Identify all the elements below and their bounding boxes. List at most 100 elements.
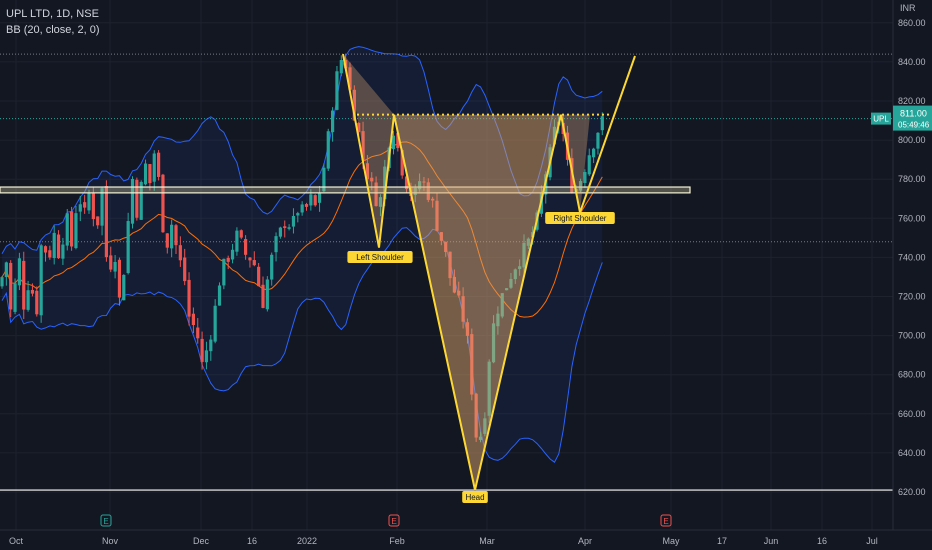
candle[interactable] [339,60,343,74]
candle[interactable] [587,155,591,175]
candle[interactable] [122,274,126,301]
candle[interactable] [213,305,217,342]
earnings-marker[interactable] [100,514,112,527]
candle[interactable] [248,257,252,261]
candle[interactable] [374,182,378,207]
candle[interactable] [404,176,409,190]
candle[interactable] [235,230,239,252]
candle[interactable] [230,249,235,260]
candle[interactable] [22,260,26,310]
candle[interactable] [335,71,339,110]
symbol-title[interactable]: UPL LTD, 1D, NSE [6,8,99,20]
candle[interactable] [200,338,204,362]
candle[interactable] [87,192,91,211]
candle[interactable] [361,131,365,161]
earnings-marker[interactable] [660,514,672,527]
candle[interactable] [43,246,48,253]
candle[interactable] [304,204,309,207]
candle[interactable] [9,262,13,310]
candle[interactable] [35,290,39,315]
candle[interactable] [322,167,326,192]
candle[interactable] [209,339,213,352]
candle[interactable] [244,239,248,255]
candle[interactable] [309,194,313,206]
candle[interactable] [17,258,21,286]
candle[interactable] [296,213,300,216]
candle[interactable] [300,204,304,213]
candle[interactable] [196,327,200,339]
candle[interactable] [91,193,95,220]
candle[interactable] [152,153,156,182]
candle[interactable] [596,132,600,149]
candle[interactable] [578,181,583,191]
candle[interactable] [26,290,30,310]
candle[interactable] [157,152,161,177]
candle[interactable] [143,163,148,185]
candle[interactable] [283,226,287,228]
candle[interactable] [104,186,108,258]
candle[interactable] [83,202,87,208]
candle[interactable] [291,215,296,227]
candle[interactable] [117,259,122,298]
candle[interactable] [30,289,35,294]
candle[interactable] [65,213,69,246]
candle[interactable] [100,188,104,226]
candle[interactable] [191,313,195,326]
candle[interactable] [592,148,596,158]
candle[interactable] [257,266,261,287]
candle[interactable] [378,197,383,207]
candle[interactable] [39,245,43,316]
candle[interactable] [187,279,191,317]
candle[interactable] [274,236,278,253]
candle[interactable] [326,131,330,169]
candle[interactable] [135,179,139,218]
candle[interactable] [600,116,604,131]
candle[interactable] [252,260,256,266]
candle[interactable] [56,234,61,259]
candle[interactable] [96,216,100,226]
earnings-marker[interactable] [388,514,400,527]
candle[interactable] [183,257,187,282]
candle[interactable] [583,172,587,184]
candle[interactable] [148,164,152,184]
candle[interactable] [204,350,209,363]
candle[interactable] [348,67,352,90]
candle[interactable] [261,284,265,308]
candle[interactable] [178,245,182,261]
candle[interactable] [331,110,335,133]
candle[interactable] [48,250,52,258]
candle[interactable] [400,150,404,176]
candle[interactable] [13,283,17,312]
candle[interactable] [352,89,356,121]
candle[interactable] [78,204,82,212]
candle[interactable] [287,227,291,229]
candle[interactable] [139,181,143,220]
support-zone-rect[interactable] [0,186,691,194]
candle[interactable] [239,230,243,238]
candle[interactable] [4,262,8,278]
candle[interactable] [0,277,4,287]
candle[interactable] [113,261,117,272]
indicator-title[interactable]: BB (20, close, 2, 0) [6,24,100,36]
candle[interactable] [313,195,317,206]
candle[interactable] [126,221,130,274]
candle[interactable] [396,133,400,149]
candle[interactable] [357,122,361,133]
head-and-shoulders-pattern[interactable]: Left Shoulder Head Right Shoulder [342,53,636,503]
candle[interactable] [109,255,113,270]
candle[interactable] [217,285,222,306]
candle[interactable] [270,254,274,280]
candle[interactable] [165,233,169,248]
candle[interactable] [170,224,174,249]
candle[interactable] [161,174,165,233]
candle[interactable] [226,257,230,262]
candle[interactable] [391,135,396,150]
candle[interactable] [52,232,56,259]
candle[interactable] [61,244,65,259]
candle[interactable] [278,227,282,237]
last-price-badge[interactable] [893,105,932,131]
candle[interactable] [383,166,387,200]
candle[interactable] [317,193,322,203]
candle[interactable] [370,177,374,182]
